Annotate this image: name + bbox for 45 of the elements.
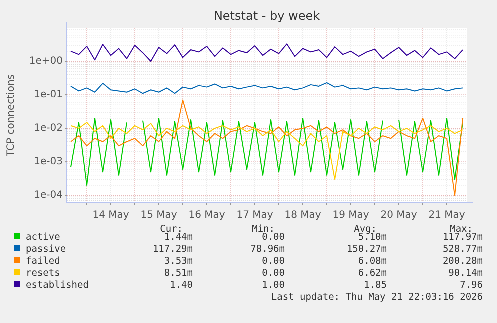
text: 528.77m xyxy=(442,244,484,255)
text: 1.85 xyxy=(364,280,387,291)
text: 1.00 xyxy=(262,280,286,291)
text: 0.00 xyxy=(262,256,286,267)
text: 117.29m xyxy=(152,244,194,255)
line-series xyxy=(70,44,464,62)
legend-label: failed xyxy=(26,256,60,267)
text: 6.62m xyxy=(358,268,388,279)
x-tick-label: 20 May xyxy=(380,210,418,221)
x-tick-label: 15 May xyxy=(140,210,178,221)
text: 7.96 xyxy=(460,280,484,291)
text: 0.00 xyxy=(262,232,286,243)
x-tick-label: 19 May xyxy=(332,210,370,221)
y-axis-title: TCP connections xyxy=(6,74,17,158)
text: 0.00 xyxy=(262,268,286,279)
y-tick-label: 1e-01 xyxy=(34,90,63,101)
text: 200.28m xyxy=(442,256,484,267)
text: 90.14m xyxy=(448,268,484,279)
x-tick-label: 14 May xyxy=(92,210,130,221)
text: 1.44m xyxy=(164,232,194,243)
x-tick-label: 17 May xyxy=(236,210,274,221)
chart-title: Netstat - by week xyxy=(214,9,320,23)
text: Avg: xyxy=(354,224,377,235)
text: 117.97m xyxy=(442,232,484,243)
text: 150.27m xyxy=(346,244,388,255)
legend-label: passive xyxy=(26,244,66,255)
x-tick-label: 16 May xyxy=(188,210,226,221)
y-tick-label: 1e+00 xyxy=(29,56,63,68)
x-tick-label: 21 May xyxy=(428,210,466,221)
y-tick-label: 1e-02 xyxy=(34,123,63,134)
y-tick-label: 1e-03 xyxy=(34,156,63,168)
line-series xyxy=(70,82,464,94)
text: 8.51m xyxy=(164,268,194,279)
text: 3.53m xyxy=(164,256,194,267)
text: 1.40 xyxy=(170,280,194,291)
legend-label: active xyxy=(26,232,61,243)
text: 6.08m xyxy=(358,256,388,267)
text: 78.96m xyxy=(250,244,286,255)
text: Last update: Thu May 21 22:03:16 2026 xyxy=(271,292,484,303)
legend-label: established xyxy=(26,280,89,291)
text: 5.10m xyxy=(358,232,388,243)
line-series xyxy=(70,100,464,196)
y-tick-label: 1e-04 xyxy=(34,190,63,202)
x-tick-label: 18 May xyxy=(284,210,322,221)
legend-label: resets xyxy=(26,268,60,279)
